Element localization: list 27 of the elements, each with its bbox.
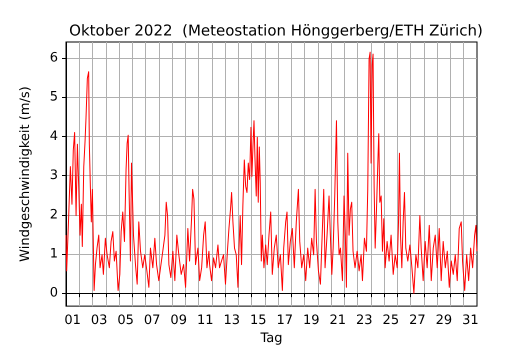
x-tick-label: 09 bbox=[170, 313, 187, 328]
x-axis-title: Tag bbox=[259, 331, 283, 346]
y-tick-label: 2 bbox=[50, 207, 58, 222]
x-tick-label: 07 bbox=[144, 313, 160, 328]
x-tick-label: 05 bbox=[117, 313, 134, 328]
x-tick-label: 01 bbox=[64, 313, 81, 328]
x-tick-label: 23 bbox=[356, 313, 373, 328]
x-tick-label: 21 bbox=[330, 313, 346, 328]
x-tick-label: 31 bbox=[462, 313, 479, 328]
x-tick-label: 27 bbox=[409, 313, 426, 328]
x-tick-label: 13 bbox=[223, 313, 240, 328]
x-tick-label: 19 bbox=[303, 313, 320, 328]
y-tick-label: 3 bbox=[50, 168, 58, 184]
x-tick-label: 15 bbox=[250, 313, 267, 328]
chart-title: Oktober 2022 (Meteostation Hönggerberg/ETH Zürich) bbox=[69, 22, 483, 40]
x-tick-label: 17 bbox=[276, 313, 294, 328]
y-axis-title: Windgeschwindigkeit (m/s) bbox=[18, 86, 33, 262]
line-series bbox=[66, 52, 478, 294]
y-tick-label: 1 bbox=[50, 246, 58, 262]
y-tick-label: 5 bbox=[50, 90, 58, 105]
y-tick-label: 0 bbox=[50, 286, 58, 301]
x-tick-label: 29 bbox=[436, 313, 452, 328]
y-tick-label: 4 bbox=[50, 128, 58, 144]
x-tick-label: 25 bbox=[382, 313, 400, 328]
x-tick-label: 03 bbox=[90, 313, 108, 328]
x-tick-label: 11 bbox=[196, 313, 214, 328]
y-tick-label: 6 bbox=[50, 50, 58, 66]
